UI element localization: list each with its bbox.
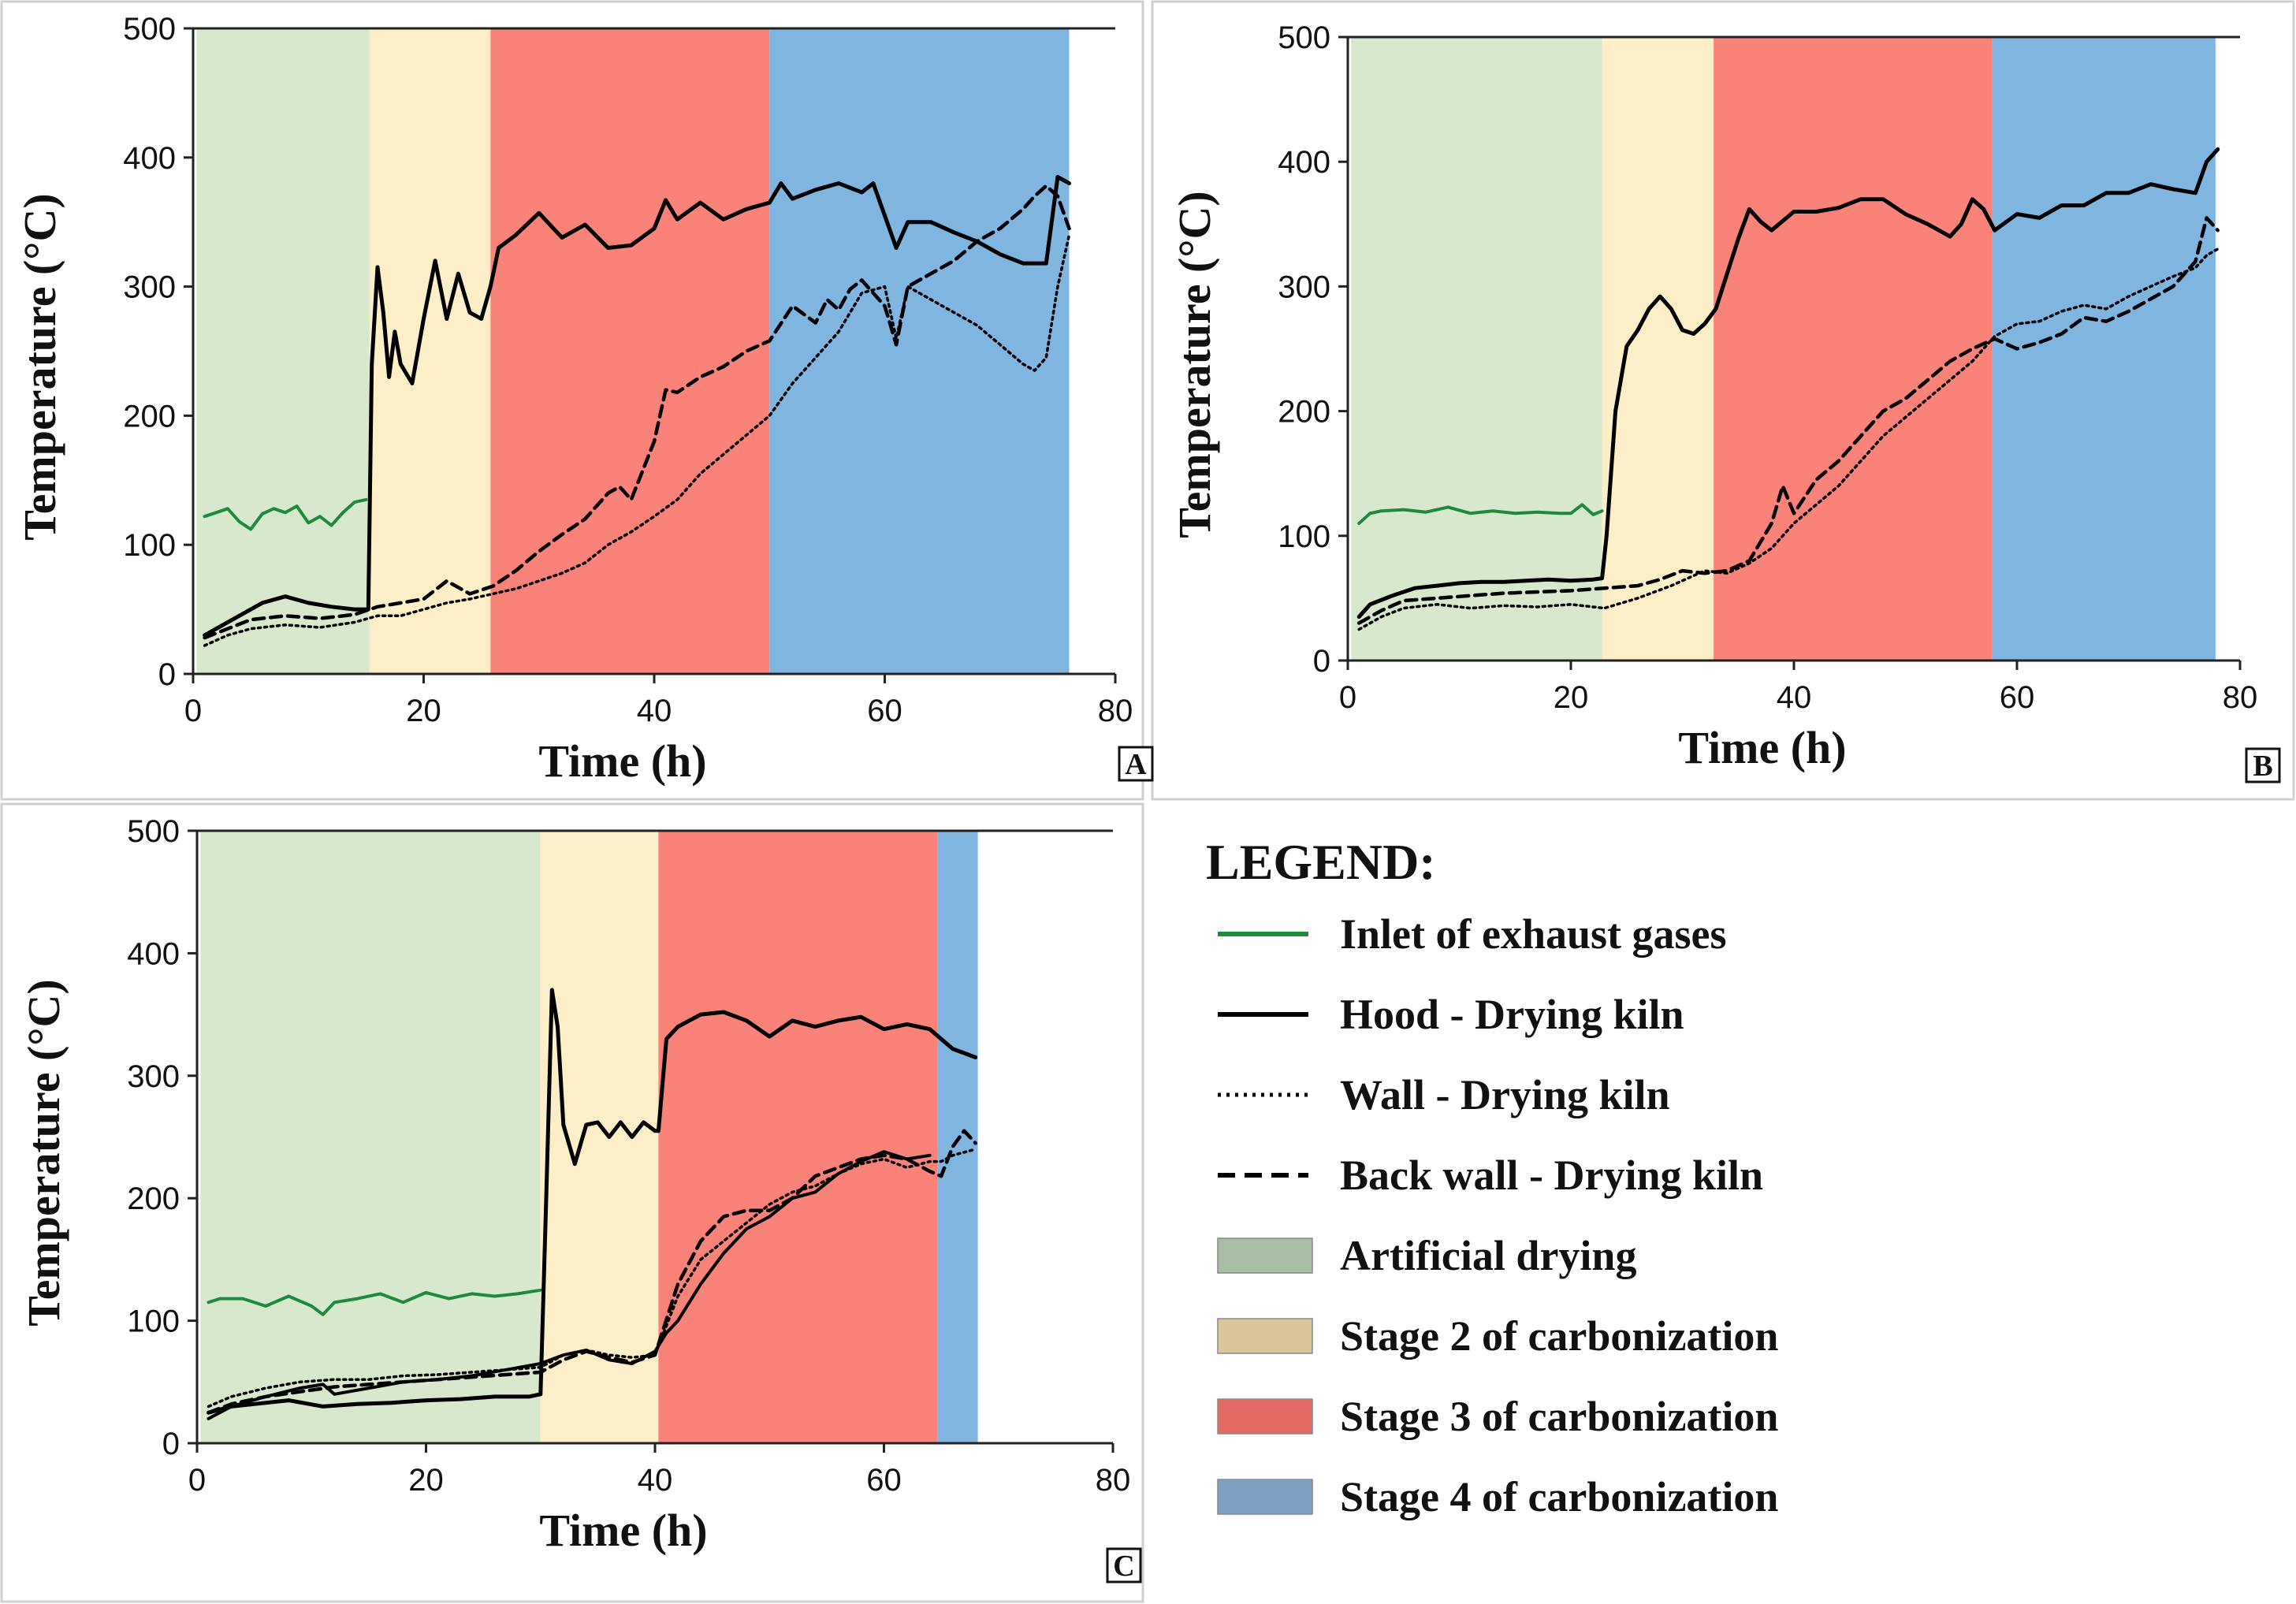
legend-item-label: Back wall - Drying kiln — [1340, 1152, 1763, 1199]
legend-item: Stage 4 of carbonization — [1217, 1473, 1778, 1520]
legend-item: Back wall - Drying kiln — [1218, 1152, 1763, 1199]
x-axis-label: Time (h) — [1678, 722, 1846, 773]
series-line-hood — [203, 174, 1071, 638]
x-tick-label: 80 — [2223, 680, 2258, 715]
series-line-backwall — [1356, 216, 2220, 625]
legend-item: Stage 2 of carbonization — [1217, 1312, 1778, 1360]
series-line-hood — [1356, 147, 2220, 620]
x-tick-label: 0 — [188, 1463, 206, 1498]
x-tick-label: 20 — [406, 694, 441, 728]
y-tick-label: 100 — [127, 1304, 180, 1339]
stage-band-stage4 — [1992, 37, 2216, 661]
legend-item-label: Artificial drying — [1340, 1232, 1636, 1279]
stage-band-stage3 — [490, 28, 770, 674]
y-tick-label: 100 — [123, 528, 176, 563]
y-tick-label: 0 — [1313, 644, 1330, 679]
panel-letter: B — [2253, 750, 2272, 783]
x-tick-label: 80 — [1096, 1463, 1131, 1498]
panel-letter: A — [1125, 748, 1147, 781]
legend-item: Artificial drying — [1217, 1232, 1636, 1279]
y-tick-label: 400 — [123, 141, 176, 176]
x-tick-label: 40 — [1777, 680, 1812, 715]
y-tick-label: 200 — [123, 399, 176, 434]
legend-swatch-patch — [1217, 1398, 1313, 1435]
chart-panel-a: 0 20 40 60 80 0 100 200 300 400 500 Time (h) Tempera… — [14, 12, 1154, 787]
chart-panel-c: 0 20 40 60 80 0 100 200 300 400 500 Time (h) Tempera… — [18, 814, 1142, 1584]
series-line-inlet — [203, 497, 368, 531]
y-tick-label: 500 — [123, 12, 176, 47]
stage-band-artificial_drying — [1351, 37, 1602, 661]
panel-letter: C — [1113, 1550, 1134, 1583]
legend-item: Wall - Drying kiln — [1218, 1071, 1670, 1118]
legend-items: Inlet of exhaust gases Hood - Drying kiln… — [1217, 910, 1778, 1520]
x-tick-label: 20 — [408, 1463, 444, 1498]
stage-band-stage3 — [658, 831, 938, 1443]
stage-band-artificial_drying — [200, 831, 541, 1443]
legend-item-label: Stage 2 of carbonization — [1340, 1312, 1778, 1360]
legend-item-label: Stage 4 of carbonization — [1340, 1473, 1778, 1520]
y-tick-label: 100 — [1278, 519, 1330, 554]
stage-band-artificial_drying — [196, 28, 370, 674]
panel-letter-box — [2245, 747, 2281, 783]
y-axis-label: Temperature (°C) — [18, 979, 69, 1326]
y-tick-label: 400 — [1278, 145, 1330, 180]
legend-item-label: Wall - Drying kiln — [1340, 1071, 1670, 1118]
series-line-hood2 — [207, 1150, 932, 1420]
x-tick-label: 0 — [184, 694, 202, 728]
y-tick-label: 200 — [1278, 395, 1330, 430]
x-axis-label: Time (h) — [538, 735, 706, 787]
y-tick-label: 200 — [127, 1182, 180, 1216]
series-line-inlet — [1357, 503, 1604, 525]
legend-item: Stage 3 of carbonization — [1217, 1393, 1778, 1440]
stage-band-stage2 — [540, 831, 659, 1443]
stage-band-stage2 — [1602, 37, 1714, 661]
stage-band-stage4 — [769, 28, 1070, 674]
stage-band-stage2 — [369, 28, 491, 674]
y-tick-label: 0 — [162, 1427, 180, 1461]
y-tick-label: 300 — [127, 1059, 180, 1094]
x-tick-label: 40 — [637, 694, 672, 728]
y-axis-label: Temperature (°C) — [1169, 191, 1220, 538]
legend: LEGEND: Inlet of exhaust gases Hood - Dry… — [1206, 834, 1778, 1520]
chart-panel-b: 0 20 40 60 80 0 100 200 300 400 500 Time (h) Tempera… — [1169, 20, 2281, 783]
y-tick-label: 0 — [158, 657, 176, 692]
legend-item-label: Hood - Drying kiln — [1340, 991, 1684, 1038]
y-tick-label: 400 — [127, 936, 180, 971]
y-tick-label: 300 — [1278, 270, 1330, 304]
series-line-hood — [207, 988, 978, 1415]
x-tick-label: 60 — [866, 1463, 902, 1498]
x-tick-label: 20 — [1554, 680, 1589, 715]
legend-item-label: Inlet of exhaust gases — [1340, 910, 1727, 958]
legend-item-label: Stage 3 of carbonization — [1340, 1393, 1778, 1440]
series-line-inlet — [207, 1288, 542, 1316]
stage-band-stage3 — [1714, 37, 1993, 661]
legend-swatch-patch — [1217, 1237, 1313, 1274]
y-tick-label: 300 — [123, 270, 176, 305]
x-tick-label: 60 — [2000, 680, 2035, 715]
panel-letter-box — [1106, 1547, 1142, 1584]
panel-frame-c — [0, 802, 1144, 1603]
x-tick-label: 0 — [1339, 680, 1356, 715]
x-tick-label: 80 — [1098, 694, 1133, 728]
x-axis-label: Time (h) — [539, 1505, 707, 1556]
y-tick-label: 500 — [127, 814, 180, 849]
panel-frame-b — [1151, 0, 2295, 801]
x-tick-label: 40 — [638, 1463, 673, 1498]
x-tick-label: 60 — [867, 694, 902, 728]
legend-swatch-patch — [1217, 1479, 1313, 1515]
series-line-wall — [203, 233, 1071, 647]
panel-frame-a — [0, 0, 1144, 801]
legend-item: Hood - Drying kiln — [1218, 991, 1684, 1038]
y-tick-label: 500 — [1278, 20, 1330, 55]
panel-letter-box — [1118, 746, 1154, 782]
legend-swatch-patch — [1217, 1318, 1313, 1354]
series-line-backwall — [203, 184, 1071, 640]
legend-item: Inlet of exhaust gases — [1218, 910, 1727, 958]
legend-title: LEGEND: — [1206, 834, 1436, 890]
y-axis-label: Temperature (°C) — [14, 193, 65, 540]
series-line-wall — [1357, 247, 2220, 631]
